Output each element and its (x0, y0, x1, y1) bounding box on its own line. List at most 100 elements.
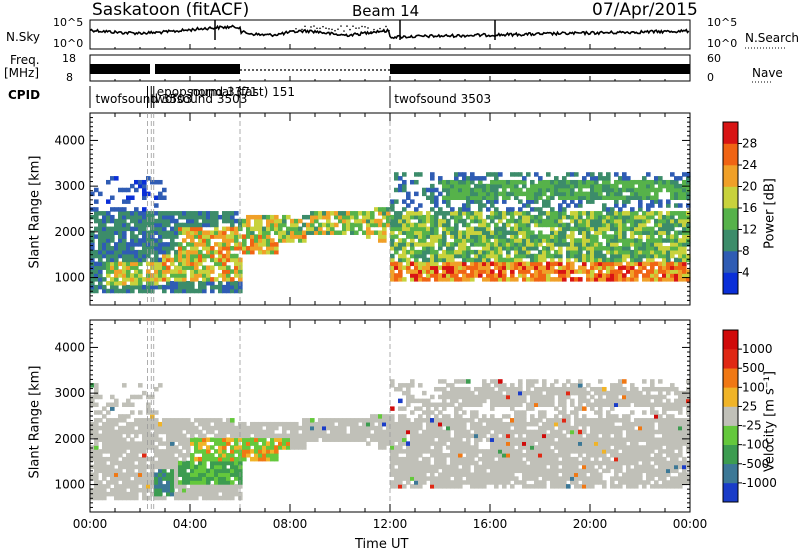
power-cell (610, 191, 615, 197)
power-cell (522, 249, 527, 255)
power-cell (594, 187, 599, 193)
power-cell (434, 273, 439, 278)
velocity-cell (406, 460, 411, 466)
velocity-cell (230, 425, 235, 431)
velocity-cell (518, 398, 523, 404)
velocity-cell (182, 460, 187, 466)
velocity-cell (574, 383, 579, 388)
power-cell (114, 273, 119, 278)
power-cell (490, 199, 495, 204)
power-cell (434, 253, 439, 259)
velocity-cell (638, 449, 643, 454)
velocity-cell (578, 383, 583, 388)
power-cell (610, 238, 615, 243)
velocity-cell (326, 425, 331, 431)
velocity-cell (222, 456, 227, 462)
velocity-cell (646, 464, 651, 470)
velocity-cell (394, 429, 399, 435)
power-cell (558, 179, 563, 185)
power-cell (610, 218, 615, 224)
power-cell (486, 226, 491, 232)
power-cell (530, 218, 535, 224)
power-cell (678, 218, 683, 224)
power-cell (642, 249, 647, 255)
velocity-cell (594, 480, 599, 485)
power-cell (390, 261, 395, 267)
velocity-cell (622, 398, 627, 404)
power-cell (606, 246, 611, 251)
velocity-cell (426, 406, 431, 411)
velocity-cell (322, 437, 327, 442)
power-cell (142, 257, 147, 263)
power-cell (222, 238, 227, 243)
velocity-cell (562, 406, 567, 411)
velocity-cell (622, 441, 627, 446)
velocity-cell (286, 433, 291, 439)
velocity-cell (146, 437, 151, 442)
power-cell (354, 230, 359, 235)
velocity-cell (498, 453, 503, 458)
velocity-cell (178, 472, 183, 477)
power-cell (250, 246, 255, 251)
velocity-cell (430, 484, 435, 489)
power-cell (550, 253, 555, 259)
velocity-cell (462, 394, 467, 400)
velocity-cell (430, 418, 435, 423)
velocity-cell (158, 421, 163, 427)
velocity-cell (122, 460, 127, 466)
velocity-cell (518, 402, 523, 407)
velocity-cell (458, 480, 463, 485)
velocity-cell (458, 476, 463, 481)
velocity-cell (318, 421, 323, 427)
power-cell (542, 187, 547, 193)
velocity-cell (474, 480, 479, 485)
velocity-cell (438, 437, 443, 442)
power-cell (662, 222, 667, 228)
power-cell (434, 214, 439, 220)
velocity-cell (574, 445, 579, 450)
velocity-cell (150, 468, 155, 474)
power-cell (142, 207, 147, 212)
noise-search-dot (310, 26, 312, 28)
velocity-cell (154, 429, 159, 435)
velocity-cell (106, 421, 111, 427)
power-cell (470, 265, 475, 270)
velocity-cell (186, 480, 191, 485)
power-cell (446, 179, 451, 185)
velocity-cell (542, 449, 547, 454)
power-cell (134, 214, 139, 220)
velocity-cell (134, 484, 139, 489)
power-cell (486, 277, 491, 282)
velocity-cell (546, 402, 551, 407)
velocity-cell (502, 456, 507, 462)
power-cell (530, 246, 535, 251)
velocity-cell (210, 456, 215, 462)
velocity-cell (614, 386, 619, 392)
power-cell (582, 191, 587, 197)
power-cell (490, 277, 495, 282)
velocity-cell (158, 453, 163, 458)
velocity-cell (650, 406, 655, 411)
velocity-cell (578, 449, 583, 454)
power-cell (170, 242, 175, 247)
power-cell (118, 288, 123, 294)
velocity-cell (194, 488, 199, 493)
power-cell (650, 187, 655, 193)
noise-search-dot (313, 25, 315, 27)
velocity-cell (442, 398, 447, 404)
power-cell (614, 238, 619, 243)
power-cell (674, 218, 679, 224)
power-cell (486, 234, 491, 239)
power-cell (546, 269, 551, 274)
power-cell (210, 269, 215, 274)
velocity-cell (634, 398, 639, 404)
velocity-cell (142, 425, 147, 431)
power-cell (502, 257, 507, 263)
velocity-cell (642, 460, 647, 466)
power-cell (210, 288, 215, 294)
power-cell (90, 249, 95, 255)
power-cell (94, 218, 99, 224)
power-cell (310, 218, 315, 224)
velocity-cell (122, 491, 127, 497)
power-cell (430, 226, 435, 232)
